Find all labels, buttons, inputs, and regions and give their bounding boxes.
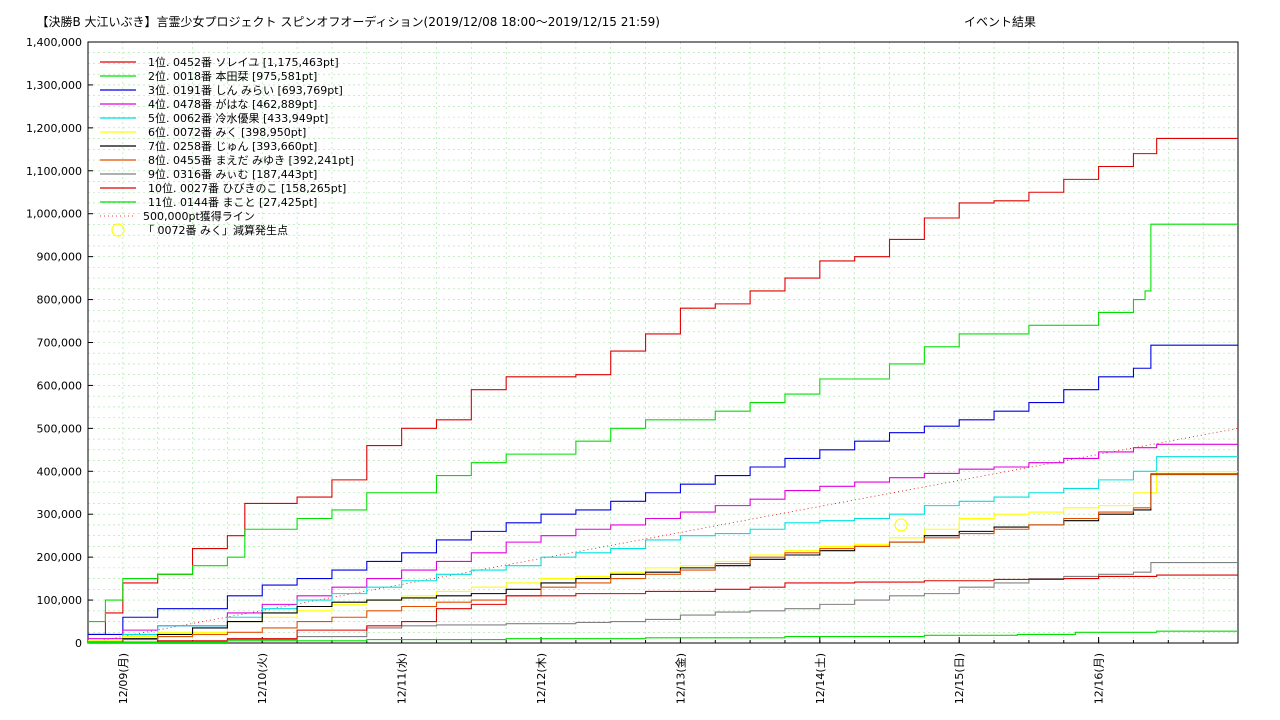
x-tick-label: 12/13(金) xyxy=(673,653,687,704)
y-tick-label: 1,100,000 xyxy=(26,165,82,178)
chart-subtitle: イベント結果 xyxy=(964,15,1036,29)
y-tick-label: 1,300,000 xyxy=(26,79,82,92)
x-tick-label: 12/10(火) xyxy=(256,653,269,704)
legend-label: 11位. 0144番 まこと [27,425pt] xyxy=(148,195,317,209)
legend-swatch xyxy=(111,223,125,237)
legend-label: 4位. 0478番 がはな [462,889pt] xyxy=(148,97,317,111)
series-line-4 xyxy=(88,443,1238,640)
series-line-1 xyxy=(88,137,1238,635)
y-tick-label: 200,000 xyxy=(37,551,83,564)
y-tick-label: 1,400,000 xyxy=(26,36,82,49)
y-tick-label: 400,000 xyxy=(37,465,83,478)
legend-label: 8位. 0455番 まえだ みゆき [392,241pt] xyxy=(148,153,354,167)
y-tick-label: 900,000 xyxy=(37,251,83,264)
x-tick-label: 12/09(月) xyxy=(117,653,130,704)
series-line-7 xyxy=(88,473,1238,643)
y-tick-label: 1,000,000 xyxy=(26,208,82,221)
legend-label: 500,000pt獲得ライン xyxy=(143,210,255,223)
series-line-9 xyxy=(88,561,1238,644)
legend: 1位. 0452番 ソレイユ [1,175,463pt]2位. 0018番 本田… xyxy=(100,55,354,237)
legend-label: 「 0072番 みく」減算発生点 xyxy=(143,223,288,237)
legend-label: 9位. 0316番 みぃむ [187,443pt] xyxy=(148,167,317,181)
y-tick-label: 1,200,000 xyxy=(26,122,82,135)
y-tick-label: 500,000 xyxy=(37,422,83,435)
x-tick-label: 12/11(水) xyxy=(396,653,409,704)
legend-label: 3位. 0191番 しん みらい [693,769pt] xyxy=(148,83,343,97)
legend-label: 6位. 0072番 みく [398,950pt] xyxy=(148,125,306,139)
series-line-3 xyxy=(88,344,1238,635)
y-tick-label: 600,000 xyxy=(37,379,83,392)
legend-label: 5位. 0062番 冷水優果 [433,949pt] xyxy=(148,111,328,125)
y-tick-label: 300,000 xyxy=(37,508,83,521)
legend-label: 1位. 0452番 ソレイユ [1,175,463pt] xyxy=(148,55,339,69)
reference-line xyxy=(87,427,1239,644)
y-tick-label: 100,000 xyxy=(37,594,83,607)
legend-label: 2位. 0018番 本田栞 [975,581pt] xyxy=(148,69,317,83)
series-line-8 xyxy=(88,474,1238,643)
x-tick-label: 12/16(月) xyxy=(1093,653,1106,704)
series-line-6 xyxy=(88,471,1238,642)
series-line-10 xyxy=(88,574,1238,643)
plot-area: 0 100,000 200,000 300,000 400,000 500,000 600,… xyxy=(26,36,1239,704)
series-line-11 xyxy=(88,630,1238,644)
x-tick-label: 12/15(日) xyxy=(953,653,966,704)
series-line-2 xyxy=(88,223,1238,623)
x-tick-label: 12/14(土) xyxy=(814,653,827,704)
chart-title: 【決勝B 大江いぶき】言霊少女プロジェクト スピンオフオーディション(2019/… xyxy=(36,14,660,29)
series-line-5 xyxy=(88,456,1238,642)
legend-label: 7位. 0258番 じゅん [393,660pt] xyxy=(148,139,317,153)
y-tick-label: 0 xyxy=(75,637,82,650)
y-tick-label: 800,000 xyxy=(37,294,83,307)
x-tick-label: 12/12(木) xyxy=(535,653,548,704)
marker-point xyxy=(894,518,908,532)
y-tick-label: 700,000 xyxy=(37,337,83,350)
legend-label: 10位. 0027番 ひびきのこ [158,265pt] xyxy=(148,181,346,195)
